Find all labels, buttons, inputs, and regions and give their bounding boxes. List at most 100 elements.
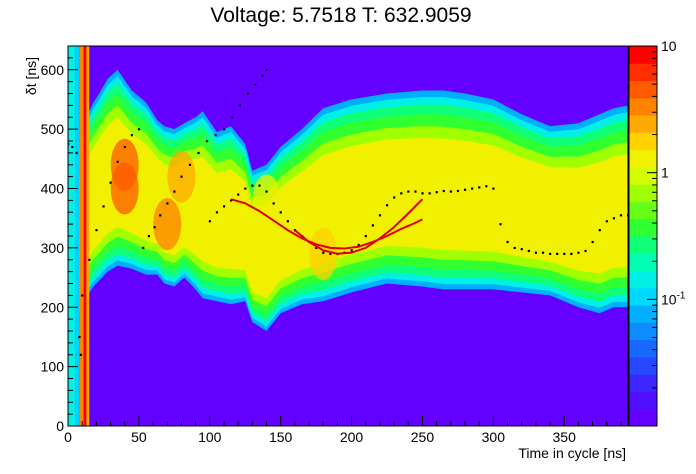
edge-stripe-5 bbox=[86, 46, 90, 426]
data-point bbox=[414, 190, 417, 193]
band-layer-6 bbox=[68, 117, 628, 304]
data-point bbox=[371, 224, 375, 227]
palette-swatch bbox=[629, 236, 657, 254]
palette-swatch bbox=[629, 322, 657, 341]
palette-swatch bbox=[629, 391, 657, 410]
data-point bbox=[378, 214, 382, 217]
data-point bbox=[570, 252, 573, 256]
data-point bbox=[173, 190, 176, 193]
data-point bbox=[265, 190, 268, 193]
palette-swatch bbox=[629, 218, 657, 237]
hotspot-5 bbox=[252, 174, 281, 227]
data-point bbox=[254, 83, 257, 86]
data-point bbox=[214, 134, 217, 137]
data-point bbox=[123, 145, 126, 149]
data-point bbox=[188, 163, 192, 166]
edge-stripe-3 bbox=[79, 46, 84, 426]
data-point bbox=[251, 184, 254, 187]
data-point bbox=[541, 251, 545, 254]
data-point bbox=[506, 240, 509, 244]
data-point bbox=[116, 160, 119, 163]
data-point bbox=[393, 196, 396, 199]
data-point bbox=[329, 252, 332, 256]
data-point bbox=[605, 220, 608, 223]
edge-stripe-2 bbox=[75, 46, 80, 426]
data-point bbox=[153, 226, 156, 229]
data-point bbox=[315, 246, 318, 250]
data-point bbox=[244, 187, 247, 190]
x-axis: 0 50 100 150 200 250 300 350 bbox=[64, 416, 622, 445]
data-point bbox=[109, 181, 112, 184]
data-point bbox=[421, 192, 424, 195]
data-point bbox=[75, 151, 78, 155]
x-tick-label: 350 bbox=[553, 429, 577, 445]
data-point bbox=[237, 193, 240, 196]
palette-swatch bbox=[629, 97, 657, 116]
data-point bbox=[385, 204, 389, 207]
data-point bbox=[435, 191, 438, 194]
data-point bbox=[442, 189, 445, 193]
data-point bbox=[71, 145, 74, 149]
palette-swatch bbox=[629, 270, 657, 289]
y-tick-label: 200 bbox=[41, 299, 65, 315]
data-point bbox=[247, 92, 250, 95]
data-point bbox=[428, 192, 431, 195]
y-tick-label: 100 bbox=[41, 359, 65, 375]
data-point bbox=[238, 104, 241, 107]
palette-swatch bbox=[629, 374, 657, 392]
palette-swatch bbox=[629, 305, 657, 323]
palette-swatch bbox=[629, 132, 657, 151]
x-tick-label: 100 bbox=[198, 429, 222, 445]
x-tick-label: 200 bbox=[340, 429, 364, 445]
data-point bbox=[549, 252, 552, 256]
palette-tick-label: 10-1 bbox=[661, 290, 686, 307]
data-point bbox=[527, 249, 530, 253]
data-point bbox=[166, 202, 169, 205]
data-point bbox=[407, 190, 410, 193]
palette-swatch bbox=[629, 46, 657, 64]
data-point bbox=[102, 205, 105, 208]
data-point bbox=[142, 246, 145, 250]
hotspot-2 bbox=[110, 162, 139, 215]
data-point bbox=[478, 186, 481, 189]
palette-frame bbox=[628, 45, 658, 427]
data-point bbox=[534, 251, 538, 254]
data-point bbox=[350, 249, 353, 252]
palette-tick-label: 10 bbox=[661, 38, 677, 54]
data-point bbox=[95, 229, 98, 232]
fit-curve-5 bbox=[294, 198, 424, 255]
data-point bbox=[499, 223, 502, 226]
data-point bbox=[208, 220, 211, 223]
palette-swatch bbox=[629, 287, 657, 306]
data-point bbox=[159, 214, 162, 217]
data-point bbox=[556, 252, 559, 256]
data-point bbox=[612, 217, 616, 220]
data-point bbox=[68, 142, 70, 146]
data-point bbox=[471, 187, 474, 190]
data-point bbox=[357, 243, 360, 247]
data-point bbox=[258, 184, 261, 187]
chart-title: Voltage: 5.7518 T: 632.9059 bbox=[210, 4, 471, 27]
x-tick-label: 300 bbox=[482, 429, 506, 445]
palette-swatch bbox=[629, 80, 657, 99]
fit-curve-4 bbox=[230, 198, 423, 250]
data-point bbox=[520, 248, 523, 251]
data-point bbox=[400, 192, 403, 195]
palette-swatch bbox=[629, 253, 657, 272]
data-point bbox=[231, 116, 234, 119]
y-tick-label: 300 bbox=[41, 240, 65, 256]
x-tick-label: 150 bbox=[269, 429, 293, 445]
data-point bbox=[197, 151, 200, 155]
data-point bbox=[261, 74, 264, 77]
data-point bbox=[598, 229, 601, 232]
data-point bbox=[449, 190, 452, 193]
data-point bbox=[222, 128, 226, 131]
data-point bbox=[265, 68, 268, 71]
palette-swatch bbox=[629, 356, 657, 375]
data-point bbox=[322, 251, 325, 254]
data-point bbox=[591, 240, 594, 244]
x-tick-label: 250 bbox=[411, 429, 435, 445]
palette-swatch bbox=[629, 184, 657, 202]
data-point bbox=[130, 134, 133, 137]
y-tick-label: 400 bbox=[41, 181, 65, 197]
